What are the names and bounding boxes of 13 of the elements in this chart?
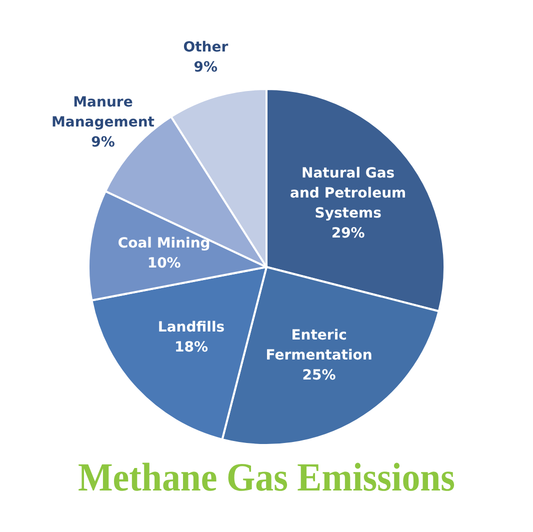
data-label: 9% [194, 59, 218, 76]
data-label: 10% [147, 256, 181, 272]
data-label: 18% [174, 339, 208, 356]
slice-label: Manure Management [51, 94, 155, 130]
data-label: 29% [331, 225, 365, 242]
slice-label: Enteric Fermentation [266, 328, 372, 364]
slice-label: Coal Mining [118, 236, 210, 252]
slice-label: Other [183, 39, 228, 56]
text: Methane Gas Emissions [78, 456, 456, 500]
slice-label: Landfills [158, 319, 225, 336]
data-label: 25% [302, 368, 336, 384]
slice-label: Natural Gas and Petroleum Systems [290, 165, 406, 222]
data-label: 9% [91, 134, 115, 150]
